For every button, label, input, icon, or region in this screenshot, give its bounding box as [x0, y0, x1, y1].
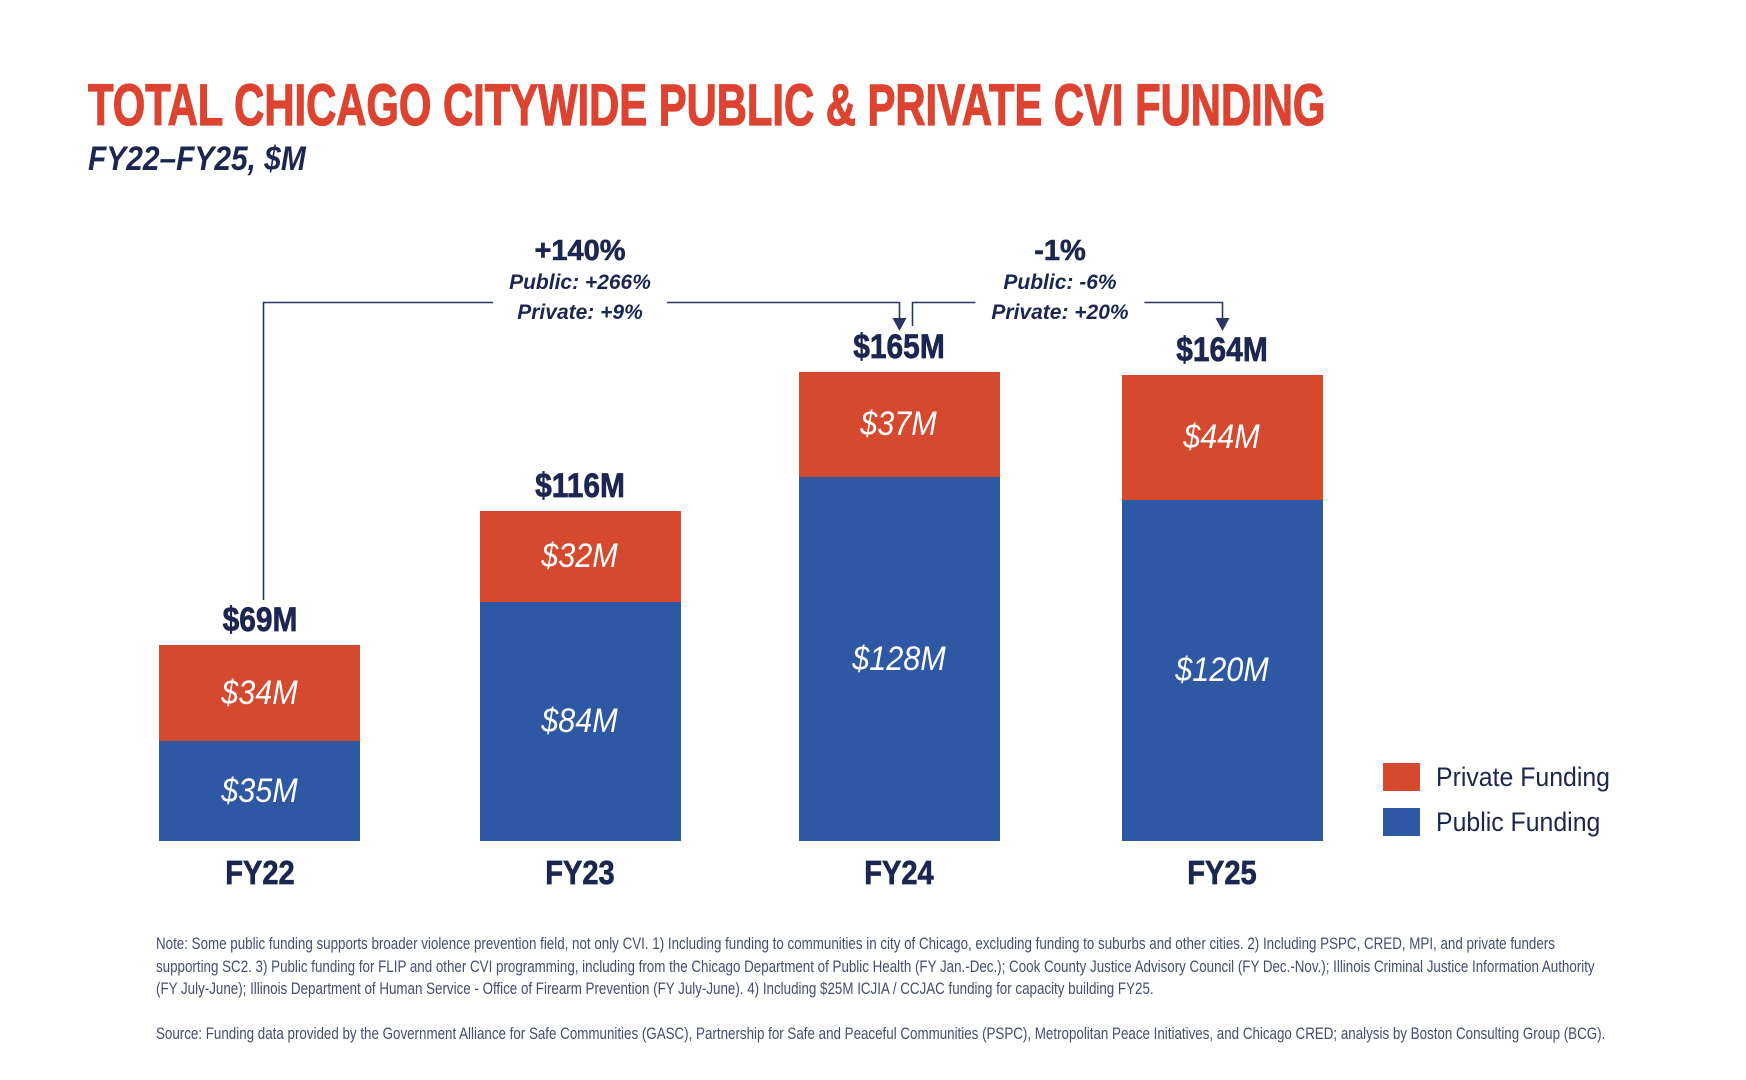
segment-private-fy24: $37M — [798, 371, 1000, 478]
segment-value-label: $120M — [1175, 650, 1269, 689]
footnote-note: Note: Some public funding supports broad… — [156, 935, 1595, 998]
total-value-label: $69M — [222, 600, 297, 639]
segment-public-fy24: $128M — [798, 477, 1000, 841]
segment-value-label: $32M — [541, 537, 619, 576]
annotation-public-change: Public: -6% — [1003, 271, 1117, 294]
total-value-label: $116M — [535, 467, 625, 506]
annotation-private-change: Private: +20% — [991, 301, 1129, 324]
annotation-headline: +140% — [534, 235, 626, 268]
segment-public-fy25: $120M — [1121, 499, 1323, 841]
segment-value-label: $34M — [221, 673, 298, 712]
legend-item-public-funding: Public Funding — [1383, 806, 1625, 837]
public-funding-swatch — [1383, 808, 1420, 836]
annotation-fy24-fy25: -1% Public: -6% Private: +20% — [975, 234, 1145, 328]
x-axis-label: FY23 — [545, 854, 615, 892]
segment-value-label: $44M — [1183, 417, 1261, 456]
page-subtitle: FY22–FY25, $M — [88, 140, 306, 178]
segment-value-label: $128M — [852, 639, 946, 678]
bar-fy22: $34M $35M — [159, 644, 360, 841]
segment-value-label: $37M — [860, 404, 938, 443]
legend: Private Funding Public Funding — [1383, 761, 1625, 853]
x-axis-label: FY25 — [1187, 854, 1257, 892]
total-value-label: $164M — [1176, 330, 1268, 369]
segment-value-label: $84M — [541, 702, 619, 741]
segment-private-fy25: $44M — [1121, 374, 1323, 500]
arrow-down-icon — [1215, 318, 1230, 331]
annotation-headline: -1% — [1034, 235, 1086, 268]
annotation-public-change: Public: +266% — [509, 271, 651, 294]
segment-private-fy23: $32M — [479, 511, 681, 603]
bar-fy25: $44M $120M — [1121, 374, 1323, 841]
bar-fy23: $32M $84M — [479, 511, 681, 841]
x-axis-label: FY22 — [224, 854, 295, 892]
bracket-fy22-fy24-line — [262, 301, 901, 600]
annotation-private-change: Private: +9% — [517, 301, 643, 324]
legend-item-private-funding: Private Funding — [1383, 761, 1625, 792]
private-funding-swatch — [1383, 763, 1420, 791]
bar-fy24: $37M $128M — [798, 371, 1000, 841]
x-axis-label: FY24 — [864, 854, 934, 892]
legend-label: Private Funding — [1436, 761, 1610, 792]
arrow-down-icon — [892, 318, 907, 331]
segment-public-fy23: $84M — [479, 602, 681, 841]
page-title: TOTAL CHICAGO CITYWIDE PUBLIC & PRIVATE … — [88, 72, 1326, 138]
legend-label: Public Funding — [1436, 806, 1601, 837]
annotation-fy22-fy24: +140% Public: +266% Private: +9% — [493, 234, 667, 328]
segment-value-label: $35M — [221, 771, 298, 810]
segment-private-fy22: $34M — [159, 644, 360, 742]
footnote-source: Source: Funding data provided by the Gov… — [156, 1025, 1606, 1043]
segment-public-fy22: $35M — [159, 741, 360, 841]
total-value-label: $165M — [853, 327, 945, 367]
